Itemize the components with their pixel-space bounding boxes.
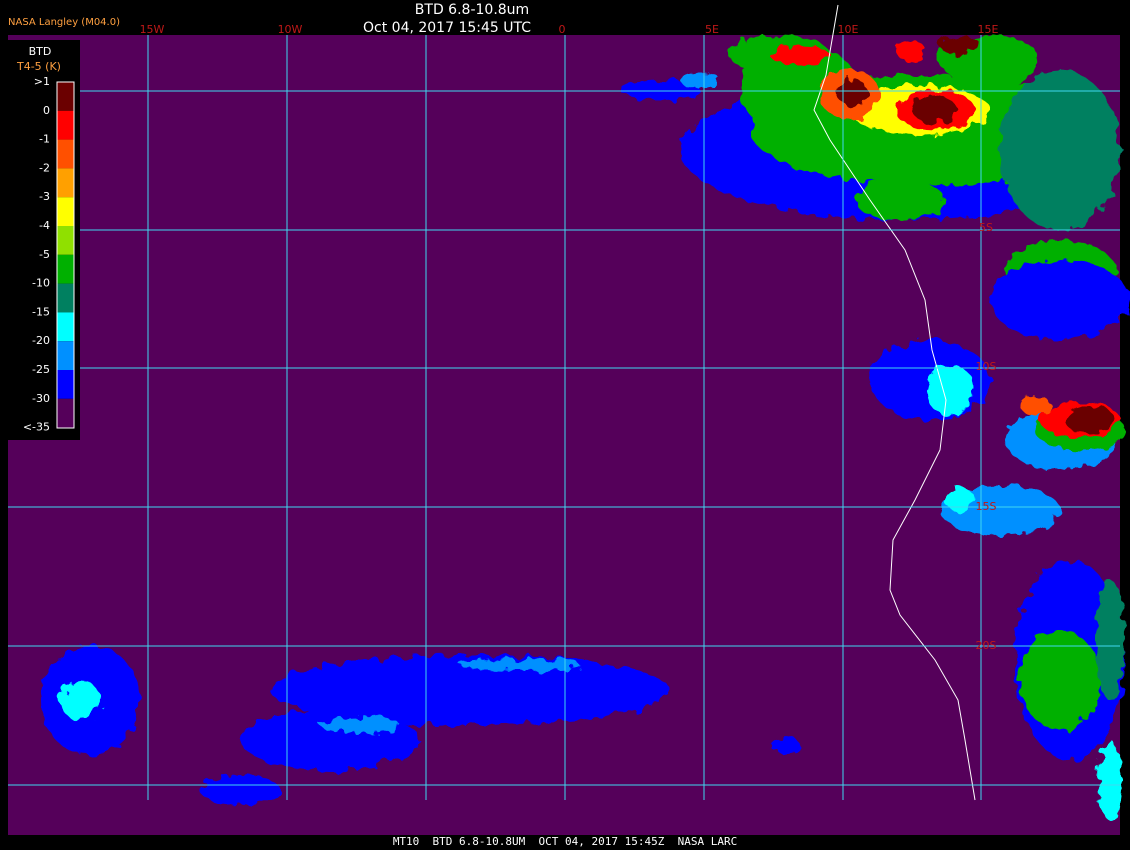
cloud-layer bbox=[40, 35, 1130, 820]
legend-label: -3 bbox=[39, 190, 50, 203]
legend-swatch bbox=[57, 312, 74, 342]
cloud bbox=[620, 80, 700, 100]
legend-swatch bbox=[57, 226, 74, 255]
longitude-label: 10E bbox=[838, 23, 859, 36]
legend-label: -2 bbox=[39, 161, 50, 174]
latitude-label: 5S bbox=[979, 221, 993, 234]
cloud bbox=[270, 655, 670, 725]
cloud bbox=[1065, 406, 1115, 434]
lat-lon-grid bbox=[8, 35, 1120, 800]
legend-swatch bbox=[57, 139, 74, 169]
image-title: BTD 6.8-10.8um bbox=[415, 2, 529, 18]
longitude-label: 10W bbox=[278, 23, 303, 36]
cloud bbox=[770, 737, 800, 753]
legend-units: T4-5 (K) bbox=[16, 60, 61, 73]
legend-label: -5 bbox=[39, 248, 50, 261]
image-source: NASA Langley (M04.0) bbox=[8, 17, 120, 28]
legend-swatch bbox=[57, 168, 74, 198]
longitude-label: 15W bbox=[140, 23, 165, 36]
latitude-label: 10S bbox=[976, 360, 997, 373]
longitude-label: 15E bbox=[978, 23, 999, 36]
cloud bbox=[940, 35, 980, 55]
cloud bbox=[770, 45, 830, 65]
latitude-label: 15S bbox=[976, 500, 997, 513]
coastline bbox=[813, 4, 976, 801]
longitude-label: 0 bbox=[559, 23, 566, 36]
cloud bbox=[60, 680, 100, 720]
legend-swatch bbox=[57, 110, 74, 140]
longitude-label: 5E bbox=[705, 23, 719, 36]
legend-swatch bbox=[57, 197, 74, 226]
cloud bbox=[1000, 70, 1120, 230]
legend-title: BTD bbox=[29, 45, 52, 58]
legend-label: -20 bbox=[32, 334, 50, 347]
cloud bbox=[895, 40, 925, 60]
legend-label: -4 bbox=[39, 219, 50, 232]
legend-swatch bbox=[57, 398, 74, 428]
cloud bbox=[1098, 740, 1122, 820]
cloud bbox=[460, 659, 580, 671]
legend-label: -1 bbox=[39, 133, 50, 146]
legend-swatch bbox=[57, 341, 74, 370]
cloud bbox=[837, 78, 867, 106]
legend-frame bbox=[56, 81, 75, 429]
legend-label: -25 bbox=[32, 363, 50, 376]
legend-label: >1 bbox=[34, 75, 50, 88]
cloud bbox=[855, 180, 945, 220]
cloud bbox=[1020, 395, 1050, 415]
cloud bbox=[945, 488, 975, 512]
cloud bbox=[200, 775, 280, 805]
cloud bbox=[320, 717, 400, 733]
legend-swatch bbox=[57, 370, 74, 399]
cloud bbox=[925, 365, 975, 415]
legend-label: 0 bbox=[43, 104, 50, 117]
cloud bbox=[680, 72, 720, 88]
latitude-label: 20S bbox=[976, 639, 997, 652]
image-timestamp: Oct 04, 2017 15:45 UTC bbox=[363, 20, 531, 36]
legend-label: -30 bbox=[32, 392, 50, 405]
cloud bbox=[240, 710, 420, 770]
legend-label: -15 bbox=[32, 305, 50, 318]
legend-swatch bbox=[57, 82, 74, 111]
color-legend: BTD T4-5 (K) >1 0 -1 -2 -3 -4 -5 -10 -15 -20 -25 -3… bbox=[8, 40, 80, 440]
image-footer: MT10 BTD 6.8-10.8UM OCT 04, 2017 15:45Z … bbox=[393, 835, 737, 848]
cloud bbox=[913, 96, 957, 124]
cloud bbox=[1020, 630, 1100, 730]
cloud bbox=[990, 260, 1130, 340]
cloud bbox=[1095, 580, 1125, 700]
legend-label: <-35 bbox=[23, 421, 50, 434]
legend-swatch bbox=[57, 283, 74, 313]
legend-label: -10 bbox=[32, 277, 50, 290]
legend-swatch bbox=[57, 254, 74, 284]
